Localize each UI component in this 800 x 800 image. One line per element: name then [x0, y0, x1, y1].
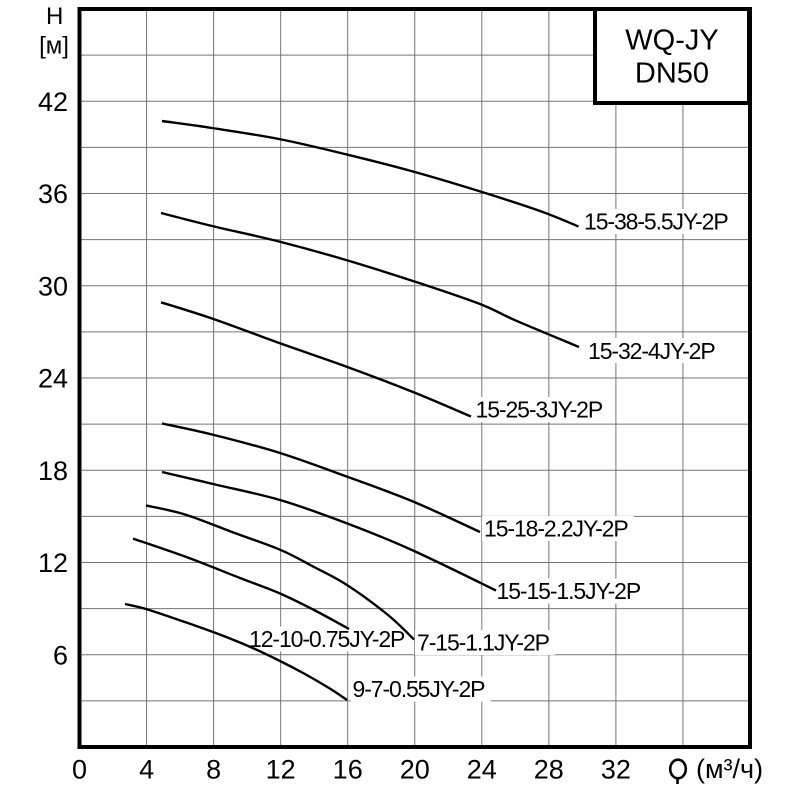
svg-text:15-18-2.2JY-2P: 15-18-2.2JY-2P: [484, 516, 628, 542]
svg-text:12: 12: [266, 755, 296, 785]
svg-text:30: 30: [38, 271, 68, 301]
svg-text:32: 32: [601, 755, 631, 785]
svg-text:15-32-4JY-2P: 15-32-4JY-2P: [588, 338, 715, 364]
svg-text:15-25-3JY-2P: 15-25-3JY-2P: [476, 397, 603, 423]
svg-text:20: 20: [400, 755, 430, 785]
svg-text:42: 42: [38, 87, 68, 117]
svg-text:12-10-0.75JY-2P: 12-10-0.75JY-2P: [249, 626, 405, 652]
svg-text:24: 24: [38, 364, 68, 394]
svg-text:15-15-1.5JY-2P: 15-15-1.5JY-2P: [497, 578, 641, 604]
svg-text:(м³/ч): (м³/ч): [696, 754, 763, 784]
svg-text:28: 28: [534, 755, 564, 785]
svg-text:16: 16: [333, 755, 363, 785]
svg-text:36: 36: [38, 179, 68, 209]
svg-text:WQ-JY: WQ-JY: [625, 24, 718, 56]
svg-text:0: 0: [72, 755, 87, 785]
svg-text:7-15-1.1JY-2P: 7-15-1.1JY-2P: [417, 630, 550, 656]
svg-text:H: H: [46, 3, 63, 30]
svg-text:[м]: [м]: [39, 33, 69, 60]
svg-text:18: 18: [38, 456, 68, 486]
svg-text:9-7-0.55JY-2P: 9-7-0.55JY-2P: [353, 676, 486, 702]
svg-text:8: 8: [206, 755, 221, 785]
svg-text:6: 6: [53, 640, 68, 670]
svg-text:DN50: DN50: [635, 57, 709, 89]
svg-text:12: 12: [38, 548, 68, 578]
svg-text:15-38-5.5JY-2P: 15-38-5.5JY-2P: [584, 209, 728, 235]
svg-text:4: 4: [139, 755, 154, 785]
svg-text:24: 24: [467, 755, 497, 785]
